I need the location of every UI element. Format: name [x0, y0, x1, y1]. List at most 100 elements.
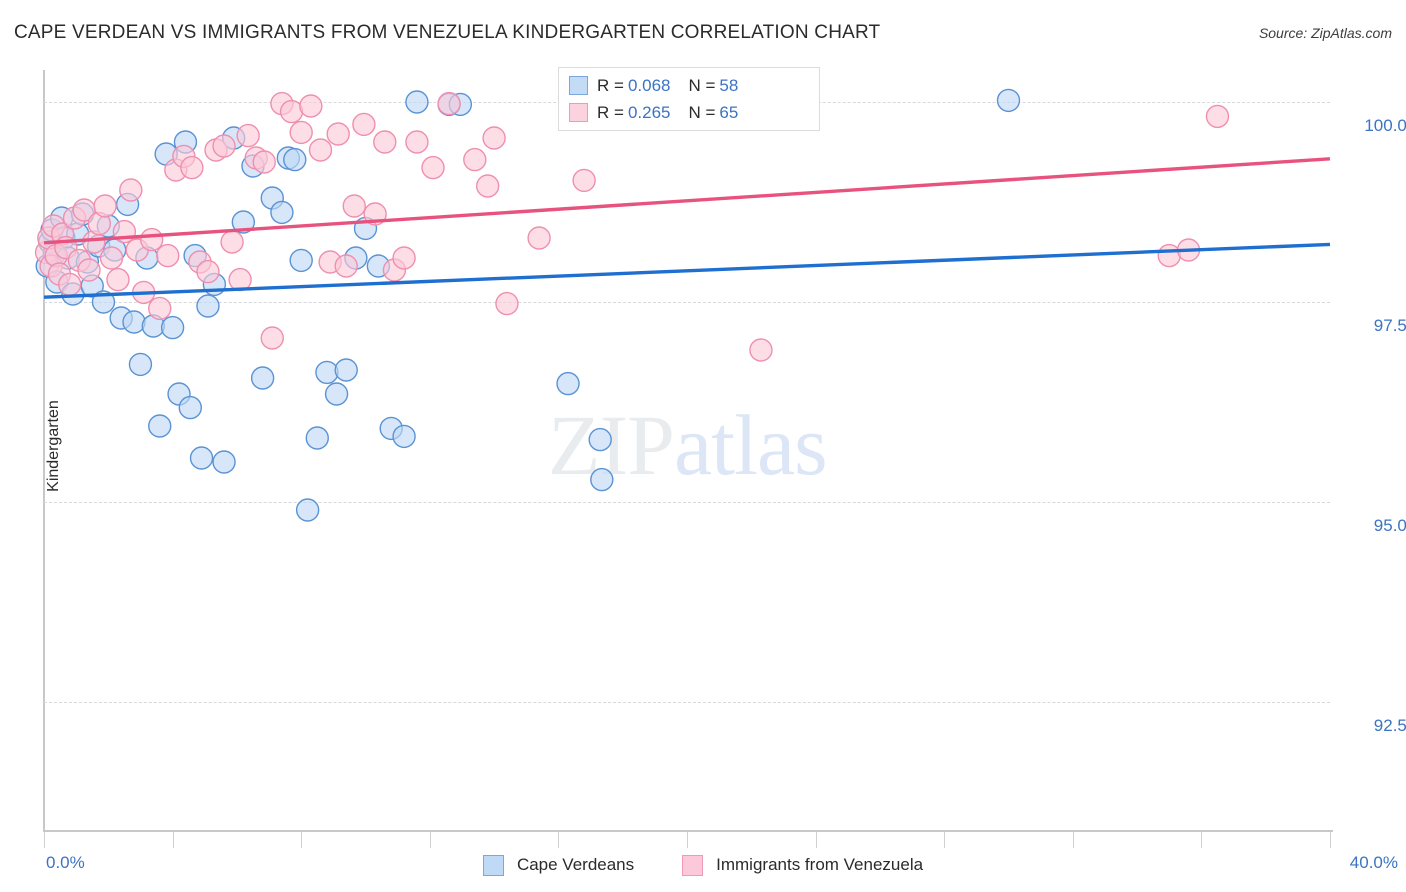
- gridline: [44, 502, 1330, 503]
- scatter-layer: [34, 88, 1331, 522]
- data-point: [315, 360, 339, 385]
- trend-line: [43, 242, 1331, 299]
- data-point: [305, 426, 329, 450]
- data-point: [437, 91, 461, 116]
- data-point: [250, 366, 275, 390]
- stats-row-blue: R = 0.068 N = 58: [569, 72, 809, 99]
- legend-swatch-venezuela[interactable]: [682, 854, 704, 876]
- series-immigrants-from-venezuela: [34, 91, 1230, 362]
- x-axis-min-label: 0.0%: [46, 853, 85, 872]
- r-value-pink: 0.265: [627, 102, 671, 122]
- x-axis-tick: [301, 832, 303, 848]
- y-axis-tick-label: 100.0%: [1364, 116, 1406, 135]
- data-point: [180, 155, 204, 180]
- data-point: [289, 120, 313, 145]
- data-point: [270, 200, 294, 225]
- data-point: [119, 178, 143, 202]
- data-point: [178, 395, 202, 420]
- y-axis-tick-label: 92.5%: [1373, 716, 1406, 735]
- data-point: [289, 248, 313, 273]
- data-point: [148, 296, 172, 321]
- data-point: [160, 315, 185, 340]
- x-axis-tick: [558, 832, 560, 848]
- legend-label-venezuela[interactable]: Immigrants from Venezuela: [716, 855, 924, 874]
- r-label-pink: R =: [597, 102, 624, 122]
- data-point: [189, 446, 214, 470]
- x-axis-tick: [944, 832, 946, 848]
- legend-swatch-cape-verdeans[interactable]: [482, 854, 504, 876]
- data-point: [279, 99, 304, 124]
- x-axis-tick: [1072, 832, 1074, 848]
- n-label-pink: N =: [688, 102, 716, 122]
- data-point: [1157, 243, 1181, 268]
- data-point: [495, 291, 519, 316]
- stats-legend-box: R = 0.068 N = 58 R = 0.265 N = 65: [558, 67, 820, 131]
- data-point: [299, 94, 323, 118]
- x-axis-tick: [1330, 832, 1331, 848]
- data-point: [148, 414, 172, 438]
- series-swatch-venezuela: [569, 103, 588, 122]
- data-point: [212, 450, 236, 474]
- data-point: [252, 150, 276, 174]
- data-point: [334, 358, 358, 382]
- data-point: [373, 130, 397, 154]
- data-point: [352, 112, 376, 137]
- data-point: [140, 227, 164, 252]
- x-axis-tick: [44, 832, 45, 848]
- x-axis-tick: [815, 832, 817, 848]
- bottom-legend: Cape Verdeans Immigrants from Venezuela: [0, 850, 1406, 880]
- data-point: [324, 382, 349, 406]
- data-point: [99, 246, 124, 270]
- data-point: [421, 155, 445, 180]
- data-point: [392, 424, 416, 449]
- data-point: [342, 194, 366, 218]
- plot-area: 100.0%97.5%95.0%92.5% ZIPatlas: [34, 70, 1406, 830]
- data-point: [93, 194, 117, 218]
- data-point: [308, 138, 333, 162]
- data-point: [749, 338, 773, 362]
- stats-row-pink: R = 0.265 N = 65: [569, 99, 809, 126]
- page-title: CAPE VERDEAN VS IMMIGRANTS FROM VENEZUEL…: [14, 22, 881, 43]
- n-value-blue: 58: [719, 75, 739, 95]
- data-point: [572, 168, 596, 193]
- data-point: [405, 90, 429, 114]
- legend-label-cape-verdeans[interactable]: Cape Verdeans: [516, 855, 635, 874]
- n-label-blue: N =: [688, 75, 716, 95]
- data-point: [1205, 104, 1230, 129]
- data-point: [196, 259, 220, 284]
- source-label: Source: ZipAtlas.com: [1258, 25, 1392, 41]
- data-point: [405, 130, 429, 154]
- data-point: [106, 267, 130, 292]
- y-axis-tick-label: 97.5%: [1373, 316, 1406, 335]
- data-point: [334, 254, 358, 278]
- r-value-blue: 0.068: [627, 75, 671, 95]
- x-axis-tick: [1201, 832, 1203, 848]
- data-point: [475, 174, 500, 198]
- data-point: [283, 147, 307, 172]
- data-point: [996, 88, 1021, 113]
- data-point: [463, 147, 487, 172]
- data-point: [236, 123, 260, 148]
- data-point: [128, 352, 153, 377]
- data-point: [295, 498, 320, 522]
- gridline: [44, 302, 1330, 303]
- x-axis-tick: [172, 832, 174, 848]
- data-point: [156, 243, 180, 268]
- data-point: [231, 210, 256, 234]
- data-point: [122, 310, 146, 334]
- data-point: [590, 467, 614, 492]
- data-point: [260, 326, 284, 350]
- x-axis-max-label: 40.0%: [1349, 853, 1398, 872]
- data-point: [392, 246, 416, 270]
- data-point: [326, 122, 350, 146]
- x-axis-tick: [687, 832, 688, 848]
- y-axis-line: [43, 70, 45, 832]
- x-axis-line: [43, 830, 1333, 832]
- data-point: [527, 226, 551, 250]
- data-point: [77, 258, 101, 282]
- data-point: [588, 427, 612, 452]
- data-point: [196, 294, 220, 318]
- data-point: [220, 230, 244, 254]
- x-axis-tick: [429, 832, 431, 848]
